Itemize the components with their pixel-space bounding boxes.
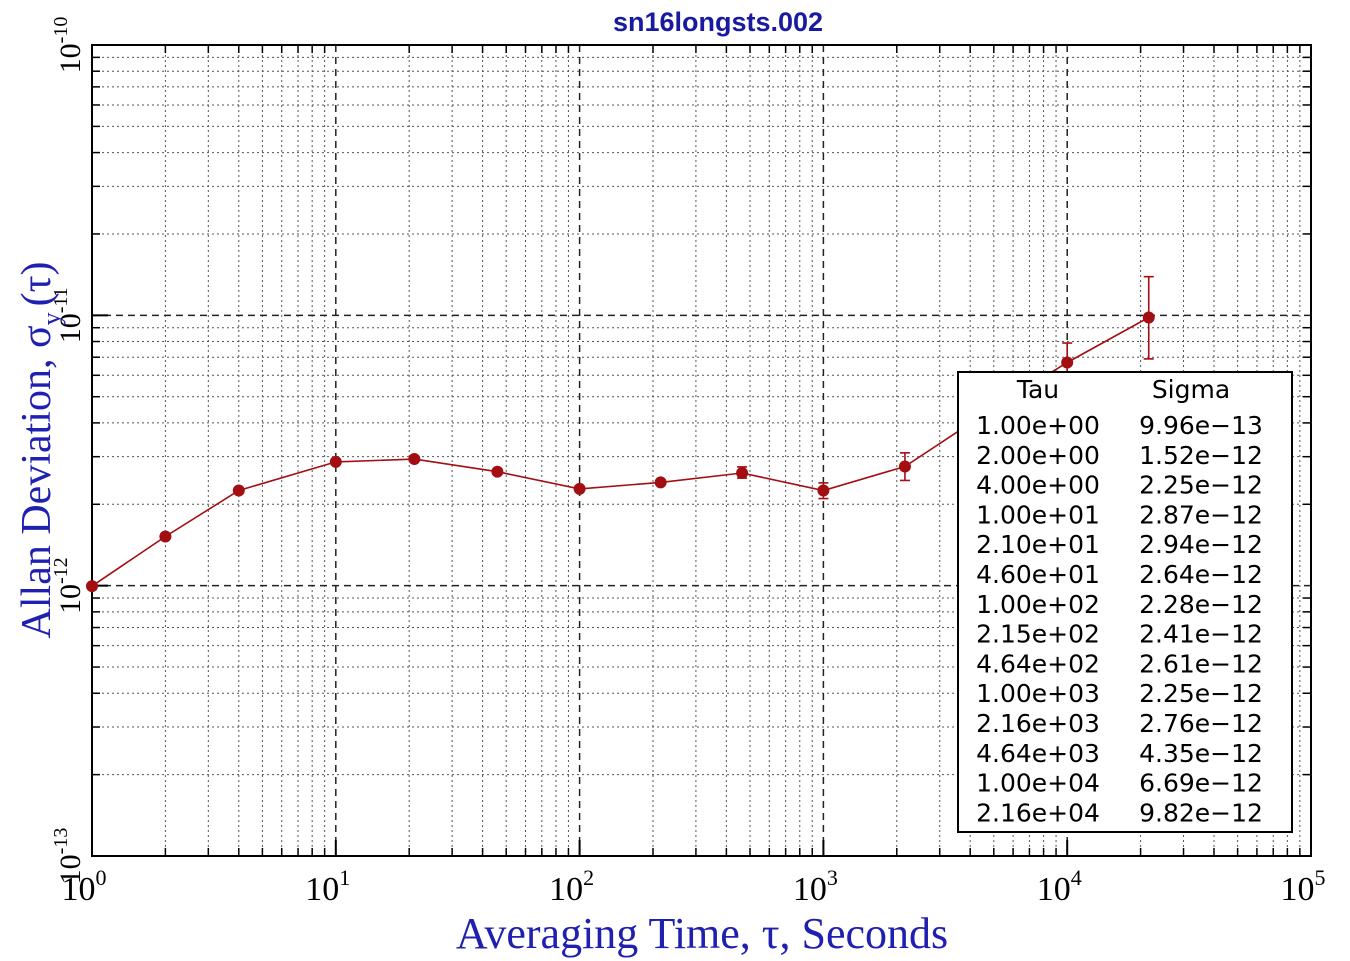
y-axis-title-main: Allan Deviation, σ	[14, 325, 60, 638]
table-cell-tau: 2.15e+02	[976, 620, 1100, 649]
y-tick-labels: 10-13 10-12 10-11 10-10	[50, 17, 87, 885]
y-tick-label: 10-12	[50, 557, 87, 614]
data-point	[898, 460, 911, 473]
tau-sigma-table: Tau Sigma 1.00e+00 9.96e−13 2.00e+00 1.52e−…	[957, 371, 1293, 833]
table-cell-sigma: 4.35e−12	[1139, 739, 1263, 768]
table-header-tau: Tau	[1016, 375, 1059, 404]
table-cell-tau: 2.10e+01	[976, 530, 1100, 559]
table-cell-tau: 1.00e+03	[976, 679, 1100, 708]
axis-ticks	[91, 44, 1312, 857]
table-cell-sigma: 2.94e−12	[1139, 530, 1263, 559]
table-cell-tau: 4.64e+03	[976, 739, 1100, 768]
table-cell-sigma: 2.87e−12	[1139, 500, 1263, 529]
data-point	[408, 453, 421, 466]
table-frame	[957, 371, 1293, 833]
y-tick-label: 10-10	[50, 17, 87, 74]
y-axis-title: Allan Deviation, σy (τ)	[14, 262, 66, 639]
x-tick-label: 102	[549, 865, 594, 908]
x-axis-title: Averaging Time, τ, Seconds	[456, 909, 948, 958]
data-point	[573, 482, 586, 495]
y-tick-label: 10-13	[50, 828, 87, 885]
x-tick-label: 104	[1037, 865, 1082, 908]
table-cell-sigma: 2.25e−12	[1139, 471, 1263, 500]
data-point	[232, 484, 245, 497]
data-point	[817, 484, 830, 497]
table-rows: 1.00e+00 9.96e−13 2.00e+00 1.52e−12 4.00e+00…	[976, 411, 1263, 827]
y-tick-label: 10-11	[50, 287, 87, 343]
table-cell-tau: 2.16e+04	[976, 798, 1100, 827]
table-cell-tau: 4.64e+02	[976, 649, 1100, 678]
table-cell-tau: 1.00e+00	[976, 411, 1100, 440]
table-cell-sigma: 2.64e−12	[1139, 560, 1263, 589]
y-axis-title-subscript: y	[37, 312, 66, 325]
data-point	[329, 455, 342, 468]
table-cell-sigma: 2.76e−12	[1139, 709, 1263, 738]
table-cell-tau: 4.00e+00	[976, 471, 1100, 500]
table-cell-tau: 4.60e+01	[976, 560, 1100, 589]
table-cell-tau: 1.00e+01	[976, 500, 1100, 529]
table-cell-tau: 2.00e+00	[976, 441, 1100, 470]
table-cell-sigma: 2.41e−12	[1139, 620, 1263, 649]
data-point	[736, 467, 749, 480]
table-cell-tau: 2.16e+03	[976, 709, 1100, 738]
table-header-sigma: Sigma	[1152, 375, 1230, 404]
table-cell-sigma: 2.25e−12	[1139, 679, 1263, 708]
y-axis-title-tail: (τ)	[14, 262, 60, 307]
table-cell-sigma: 9.82e−12	[1139, 798, 1263, 827]
table-cell-tau: 1.00e+04	[976, 769, 1100, 798]
x-tick-label: 103	[793, 865, 838, 908]
table-cell-sigma: 2.28e−12	[1139, 590, 1263, 619]
table-cell-tau: 1.00e+02	[976, 590, 1100, 619]
x-tick-labels: 100 101 102 103 104 105	[62, 865, 1326, 908]
x-tick-label: 101	[305, 865, 350, 908]
data-point	[1061, 356, 1074, 369]
plot-frame	[91, 44, 1312, 857]
table-cell-sigma: 1.52e−12	[1139, 441, 1263, 470]
chart-subtitle: sn16longsts.002	[613, 7, 823, 37]
x-tick-label: 100	[62, 865, 107, 908]
data-point	[159, 530, 172, 543]
data-point	[491, 465, 504, 478]
x-tick-label: 105	[1281, 865, 1326, 908]
data-point	[1142, 311, 1155, 324]
data-point	[654, 476, 667, 489]
data-point	[86, 580, 98, 593]
table-cell-sigma: 2.61e−12	[1139, 649, 1263, 678]
table-cell-sigma: 6.69e−12	[1139, 769, 1263, 798]
table-cell-sigma: 9.96e−13	[1139, 411, 1263, 440]
